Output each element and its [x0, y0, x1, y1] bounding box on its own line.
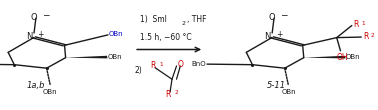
Text: 1: 1: [362, 21, 365, 26]
Text: OBn: OBn: [281, 89, 296, 95]
Text: 2: 2: [371, 33, 375, 38]
Text: N: N: [26, 32, 33, 41]
Text: 1: 1: [159, 61, 163, 67]
Text: +: +: [276, 30, 282, 39]
Text: OBn: OBn: [346, 54, 361, 60]
Text: R: R: [150, 61, 156, 71]
Text: OBn: OBn: [43, 89, 58, 95]
Text: +: +: [38, 30, 44, 39]
Text: 2: 2: [181, 21, 186, 26]
Text: R: R: [166, 90, 171, 99]
Text: OBn: OBn: [108, 54, 122, 60]
Polygon shape: [66, 56, 107, 58]
Text: OBn: OBn: [109, 31, 123, 37]
Text: N: N: [265, 32, 271, 41]
Text: R: R: [354, 20, 359, 29]
Text: 1)  SmI: 1) SmI: [140, 15, 167, 24]
Text: 2: 2: [174, 90, 178, 95]
Text: 5-11: 5-11: [266, 81, 285, 90]
Text: 1a,b: 1a,b: [27, 81, 45, 90]
Text: O: O: [269, 13, 276, 22]
Polygon shape: [304, 56, 345, 58]
Text: BnO: BnO: [192, 61, 206, 67]
Text: O: O: [31, 13, 37, 22]
Text: −: −: [280, 10, 287, 19]
Text: 1.5 h, −60 °C: 1.5 h, −60 °C: [140, 33, 192, 42]
Text: OH: OH: [336, 53, 348, 62]
Text: O: O: [177, 60, 183, 69]
Text: , THF: , THF: [187, 15, 206, 24]
Text: 2): 2): [134, 66, 142, 75]
Text: R: R: [363, 32, 368, 41]
Text: −: −: [42, 10, 49, 19]
